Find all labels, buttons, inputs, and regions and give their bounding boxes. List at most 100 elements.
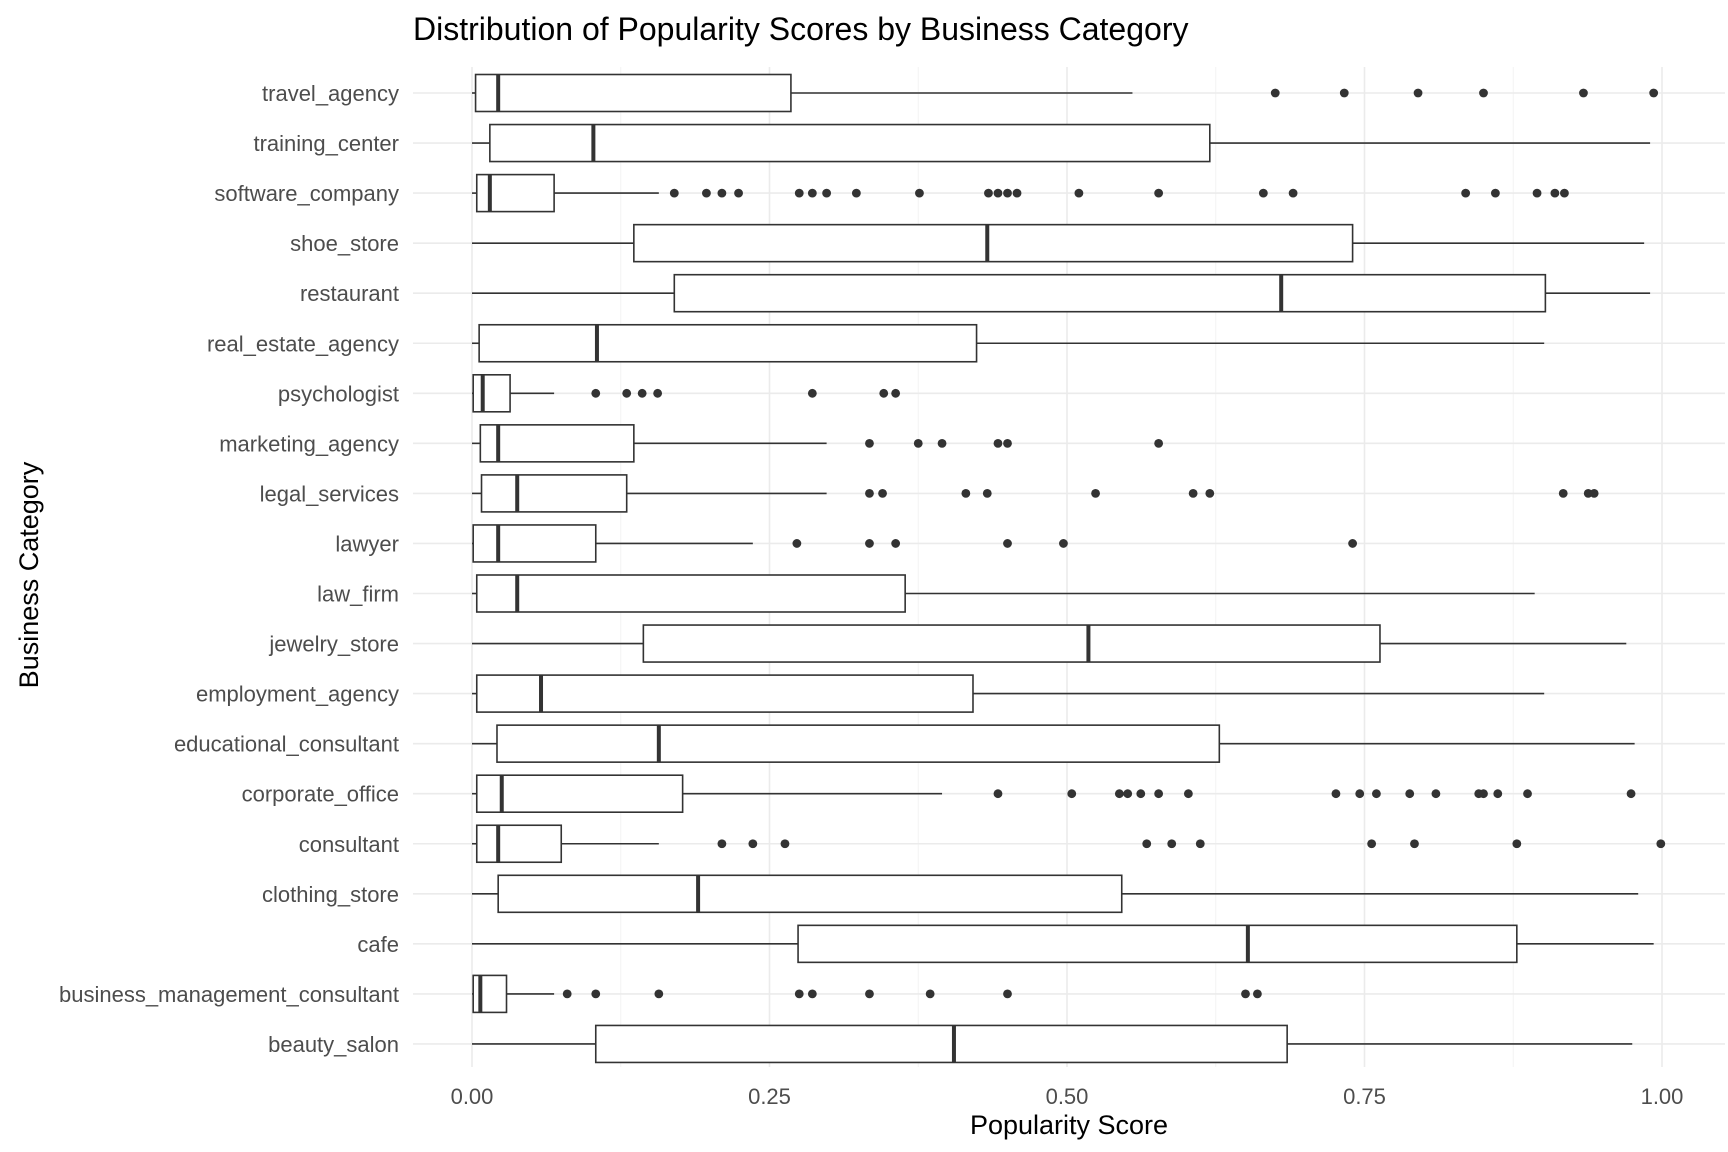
outlier-point — [1067, 789, 1077, 799]
outlier-point — [865, 489, 874, 498]
outlier-point — [717, 839, 727, 849]
outlier-point — [1241, 989, 1250, 999]
outlier-point — [1550, 188, 1560, 198]
outlier-point — [1656, 839, 1666, 849]
category-label: consultant — [299, 832, 399, 857]
x-tick-label: 1.00 — [1641, 1084, 1684, 1109]
outlier-point — [878, 489, 887, 498]
box-corporate-office — [472, 774, 1636, 814]
category-label: training_center — [253, 131, 399, 156]
outlier-point — [1589, 489, 1599, 498]
box-real-estate-agency — [472, 323, 1545, 363]
outlier-point — [1372, 789, 1381, 799]
outlier-point — [865, 989, 874, 999]
outlier-point — [807, 388, 817, 398]
outlier-point — [1258, 188, 1268, 198]
box-travel-agency — [472, 73, 1659, 113]
outlier-point — [1003, 539, 1012, 548]
outlier-point — [1253, 989, 1262, 999]
category-label: jewelry_store — [268, 632, 399, 657]
iqr-box — [475, 574, 906, 613]
outlier-point — [1288, 188, 1298, 198]
outlier-point — [734, 188, 743, 198]
x-tick-label: 0.50 — [1046, 1084, 1089, 1109]
outlier-point — [1339, 88, 1349, 98]
outlier-point — [891, 539, 901, 548]
outlier-point — [807, 188, 817, 198]
outlier-point — [1003, 989, 1012, 999]
iqr-box — [642, 624, 1381, 663]
outlier-point — [822, 188, 832, 198]
outlier-point — [1560, 188, 1569, 198]
outlier-point — [1270, 88, 1280, 98]
outlier-point — [1012, 188, 1022, 198]
outlier-point — [780, 839, 790, 849]
box-lawyer — [472, 524, 1357, 563]
x-tick-label: 0.75 — [1343, 1084, 1386, 1109]
outlier-point — [1331, 789, 1341, 799]
outlier-point — [1154, 438, 1164, 448]
outlier-point — [891, 388, 901, 398]
outlier-point — [1003, 188, 1012, 198]
outlier-point — [1154, 188, 1164, 198]
category-label: travel_agency — [262, 81, 399, 106]
y-axis-title: Business Category — [14, 461, 44, 688]
outlier-point — [654, 989, 664, 999]
box-consultant — [472, 824, 1666, 864]
outlier-point — [622, 388, 632, 398]
outlier-point — [794, 989, 804, 999]
box-educational-consultant — [472, 724, 1635, 763]
outlier-point — [1512, 839, 1522, 849]
outlier-point — [591, 989, 601, 999]
outlier-point — [1183, 789, 1193, 799]
outlier-point — [1523, 789, 1532, 799]
iqr-box — [633, 223, 1354, 263]
outlier-point — [1532, 188, 1542, 198]
box-training-center — [472, 123, 1651, 163]
category-label: employment_agency — [196, 682, 399, 707]
outlier-point — [937, 438, 947, 448]
box-restaurant — [472, 273, 1651, 313]
iqr-box — [472, 524, 597, 563]
iqr-box — [797, 924, 1518, 964]
iqr-box — [489, 123, 1211, 163]
outlier-point — [1405, 789, 1415, 799]
category-label: corporate_office — [242, 782, 399, 807]
iqr-box — [480, 474, 628, 513]
iqr-box — [475, 824, 563, 864]
outlier-point — [993, 188, 1003, 198]
outlier-point — [865, 539, 874, 548]
outlier-point — [702, 188, 711, 198]
iqr-box — [497, 874, 1123, 914]
outlier-point — [1348, 539, 1357, 548]
outlier-point — [1579, 88, 1588, 98]
iqr-box — [594, 1024, 1288, 1064]
category-label: law_firm — [317, 582, 399, 607]
outlier-point — [984, 188, 993, 198]
outlier-point — [1074, 188, 1084, 198]
outlier-point — [1154, 789, 1164, 799]
iqr-box — [478, 323, 978, 363]
chart-title: Distribution of Popularity Scores by Bus… — [413, 11, 1188, 47]
grid-layer — [413, 67, 1725, 1067]
category-label: shoe_store — [290, 231, 399, 256]
box-jewelry-store — [472, 624, 1627, 663]
outlier-point — [982, 489, 992, 498]
outlier-point — [1003, 438, 1012, 448]
category-label: restaurant — [300, 281, 399, 306]
category-label: software_company — [214, 181, 399, 206]
x-tick-label: 0.00 — [451, 1084, 494, 1109]
tick-layer: 0.00 0.25 0.50 0.75 1.00 travel_agencytrainin… — [59, 81, 1683, 1109]
outlier-point — [879, 388, 889, 398]
outlier-point — [1626, 789, 1636, 799]
outlier-point — [925, 989, 935, 999]
outlier-point — [1205, 489, 1215, 498]
box-marketing-agency — [472, 424, 1164, 463]
category-label: real_estate_agency — [207, 331, 399, 356]
outlier-point — [1188, 489, 1198, 498]
outlier-point — [1367, 839, 1377, 849]
category-label: legal_services — [260, 481, 399, 506]
box-psychologist — [472, 373, 901, 413]
